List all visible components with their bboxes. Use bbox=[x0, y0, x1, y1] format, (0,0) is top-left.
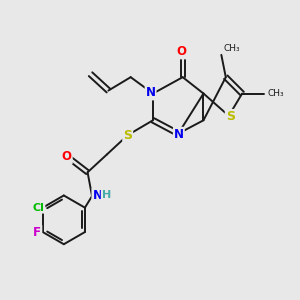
Text: CH₃: CH₃ bbox=[224, 44, 240, 52]
Text: O: O bbox=[176, 45, 186, 58]
Text: CH₃: CH₃ bbox=[267, 89, 284, 98]
Text: F: F bbox=[33, 226, 41, 238]
Text: O: O bbox=[62, 150, 72, 163]
Text: N: N bbox=[146, 86, 156, 99]
Text: S: S bbox=[226, 110, 235, 123]
Text: N: N bbox=[174, 128, 184, 141]
Text: H: H bbox=[102, 190, 111, 200]
Text: Cl: Cl bbox=[33, 203, 44, 213]
Text: N: N bbox=[92, 189, 102, 202]
Text: S: S bbox=[123, 129, 132, 142]
